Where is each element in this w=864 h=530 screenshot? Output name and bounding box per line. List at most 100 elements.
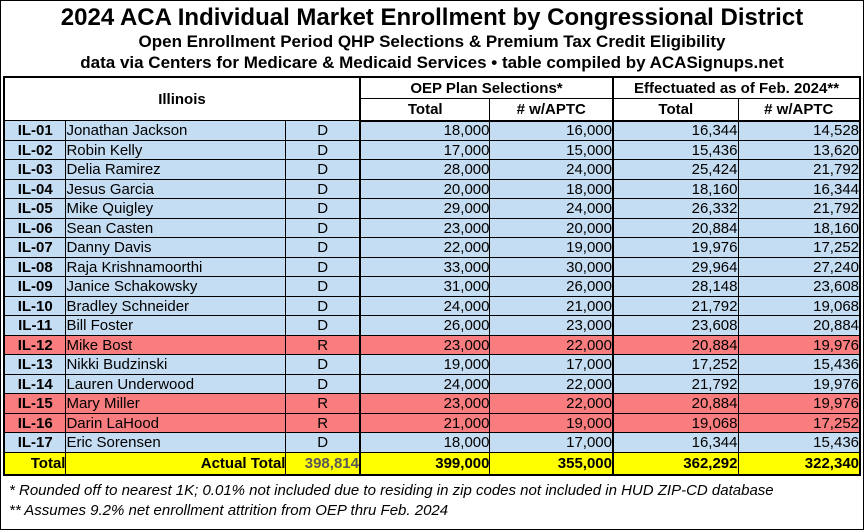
district-cell: IL-06 xyxy=(3,217,67,239)
district-cell: IL-09 xyxy=(3,276,67,297)
district-row-il-15: IL-15 Mary Miller R 23,000 22,000 20,884 19,97… xyxy=(3,393,861,414)
representative-name-cell: Nikki Budzinski xyxy=(65,354,287,375)
party-cell: R xyxy=(285,412,361,434)
page-title: 2024 ACA Individual Market Enrollment by… xyxy=(60,4,804,31)
district-row-il-10: IL-10 Bradley Schneider D 24,000 21,000 21,79… xyxy=(3,295,861,317)
district-cell: IL-13 xyxy=(3,354,67,375)
representative-name-cell: Jesus Garcia xyxy=(65,178,287,200)
footnote-attrition: ** Assumes 9.2% net enrollment attrition… xyxy=(9,502,449,520)
footnotes: * Rounded off to nearest 1K; 0.01% not i… xyxy=(1,476,863,521)
district-row-il-14: IL-14 Lauren Underwood D 24,000 22,000 21,792… xyxy=(3,373,861,395)
page-subtitle: Open Enrollment Period QHP Selections & … xyxy=(138,32,726,52)
district-cell: IL-12 xyxy=(3,334,67,356)
district-row-il-06: IL-06 Sean Casten D 23,000 20,000 20,884 18,16… xyxy=(3,217,861,239)
effectuated-total-cell: 16,344 xyxy=(612,432,739,453)
party-cell: R xyxy=(285,393,361,414)
effectuated-aptc-cell: 19,976 xyxy=(737,334,861,356)
oep-group-header: OEP Plan Selections* xyxy=(358,76,614,100)
district-cell: IL-14 xyxy=(3,373,67,395)
party-cell: D xyxy=(285,237,361,258)
district-cell: IL-10 xyxy=(3,295,67,317)
effectuated-aptc-cell: 19,068 xyxy=(737,295,861,317)
party-cell: D xyxy=(285,217,361,239)
effectuated-aptc-cell: 17,252 xyxy=(737,237,861,258)
oep-aptc-cell: 15,000 xyxy=(489,139,614,161)
oep-aptc-cell: 30,000 xyxy=(489,256,614,278)
total-label: Total xyxy=(3,451,67,476)
oep-total-cell: 26,000 xyxy=(358,315,491,336)
oep-total-cell: 28,000 xyxy=(358,159,491,180)
effectuated-total-cell: 20,884 xyxy=(612,217,739,239)
total-effectuated-total: 362,292 xyxy=(612,451,739,476)
oep-total-cell: 17,000 xyxy=(358,139,491,161)
oep-aptc-cell: 19,000 xyxy=(489,237,614,258)
oep-total-cell: 24,000 xyxy=(358,373,491,395)
total-row: Total Actual Total 398,814 399,000 355,0… xyxy=(3,451,861,476)
effectuated-group-header: Effectuated as of Feb. 2024** xyxy=(611,76,861,100)
actual-total-value: 398,814 xyxy=(285,451,361,476)
oep-total-cell: 18,000 xyxy=(358,120,491,141)
party-cell: D xyxy=(285,178,361,200)
effectuated-total-cell: 21,792 xyxy=(612,295,739,317)
effectuated-aptc-cell: 18,160 xyxy=(737,217,861,239)
effectuated-aptc-header: # w/APTC xyxy=(737,98,861,122)
district-row-il-05: IL-05 Mike Quigley D 29,000 24,000 26,332 21,7… xyxy=(3,198,861,219)
oep-aptc-cell: 19,000 xyxy=(489,412,614,434)
district-row-il-03: IL-03 Delia Ramirez D 28,000 24,000 25,424 21,… xyxy=(3,159,861,180)
district-row-il-09: IL-09 Janice Schakowsky D 31,000 26,000 28,14… xyxy=(3,276,861,297)
representative-name-cell: Bill Foster xyxy=(65,315,287,336)
oep-aptc-cell: 21,000 xyxy=(489,295,614,317)
district-row-il-04: IL-04 Jesus Garcia D 20,000 18,000 18,160 16,3… xyxy=(3,178,861,200)
effectuated-aptc-cell: 15,436 xyxy=(737,432,861,453)
effectuated-total-cell: 19,068 xyxy=(612,412,739,434)
oep-total-cell: 20,000 xyxy=(358,178,491,200)
oep-total-cell: 24,000 xyxy=(358,295,491,317)
effectuated-aptc-cell: 21,792 xyxy=(737,159,861,180)
effectuated-aptc-cell: 16,344 xyxy=(737,178,861,200)
effectuated-aptc-cell: 13,620 xyxy=(737,139,861,161)
effectuated-aptc-cell: 19,976 xyxy=(737,373,861,395)
state-header: Illinois xyxy=(3,76,361,122)
representative-name-cell: Danny Davis xyxy=(65,237,287,258)
party-cell: D xyxy=(285,354,361,375)
effectuated-aptc-cell: 20,884 xyxy=(737,315,861,336)
effectuated-total-cell: 19,976 xyxy=(612,237,739,258)
oep-total-cell: 29,000 xyxy=(358,198,491,219)
oep-aptc-cell: 26,000 xyxy=(489,276,614,297)
district-row-il-01: IL-01 Jonathan Jackson D 18,000 16,000 16,344… xyxy=(3,120,861,141)
effectuated-aptc-cell: 27,240 xyxy=(737,256,861,278)
party-cell: D xyxy=(285,432,361,453)
effectuated-total-cell: 29,964 xyxy=(612,256,739,278)
representative-name-cell: Raja Krishnamoorthi xyxy=(65,256,287,278)
effectuated-aptc-cell: 19,976 xyxy=(737,393,861,414)
effectuated-total-cell: 20,884 xyxy=(612,393,739,414)
oep-total-cell: 31,000 xyxy=(358,276,491,297)
footnote-rounding: * Rounded off to nearest 1K; 0.01% not i… xyxy=(9,482,774,500)
district-row-il-11: IL-11 Bill Foster D 26,000 23,000 23,608 20,88… xyxy=(3,315,861,336)
effectuated-total-cell: 28,148 xyxy=(612,276,739,297)
effectuated-aptc-cell: 14,528 xyxy=(737,120,861,141)
oep-total-cell: 23,000 xyxy=(358,393,491,414)
representative-name-cell: Sean Casten xyxy=(65,217,287,239)
oep-total-cell: 33,000 xyxy=(358,256,491,278)
effectuated-aptc-cell: 21,792 xyxy=(737,198,861,219)
party-cell: R xyxy=(285,334,361,356)
district-cell: IL-08 xyxy=(3,256,67,278)
effectuated-total-cell: 23,608 xyxy=(612,315,739,336)
effectuated-total-cell: 21,792 xyxy=(612,373,739,395)
oep-aptc-cell: 17,000 xyxy=(489,432,614,453)
representative-name-cell: Jonathan Jackson xyxy=(65,120,287,141)
oep-aptc-cell: 24,000 xyxy=(489,198,614,219)
oep-aptc-cell: 23,000 xyxy=(489,315,614,336)
representative-name-cell: Janice Schakowsky xyxy=(65,276,287,297)
title-block: 2024 ACA Individual Market Enrollment by… xyxy=(1,1,863,74)
district-cell: IL-15 xyxy=(3,393,67,414)
effectuated-total-cell: 26,332 xyxy=(612,198,739,219)
effectuated-total-cell: 18,160 xyxy=(612,178,739,200)
effectuated-total-cell: 15,436 xyxy=(612,139,739,161)
party-cell: D xyxy=(285,315,361,336)
district-cell: IL-05 xyxy=(3,198,67,219)
oep-aptc-cell: 22,000 xyxy=(489,373,614,395)
oep-total-cell: 19,000 xyxy=(358,354,491,375)
